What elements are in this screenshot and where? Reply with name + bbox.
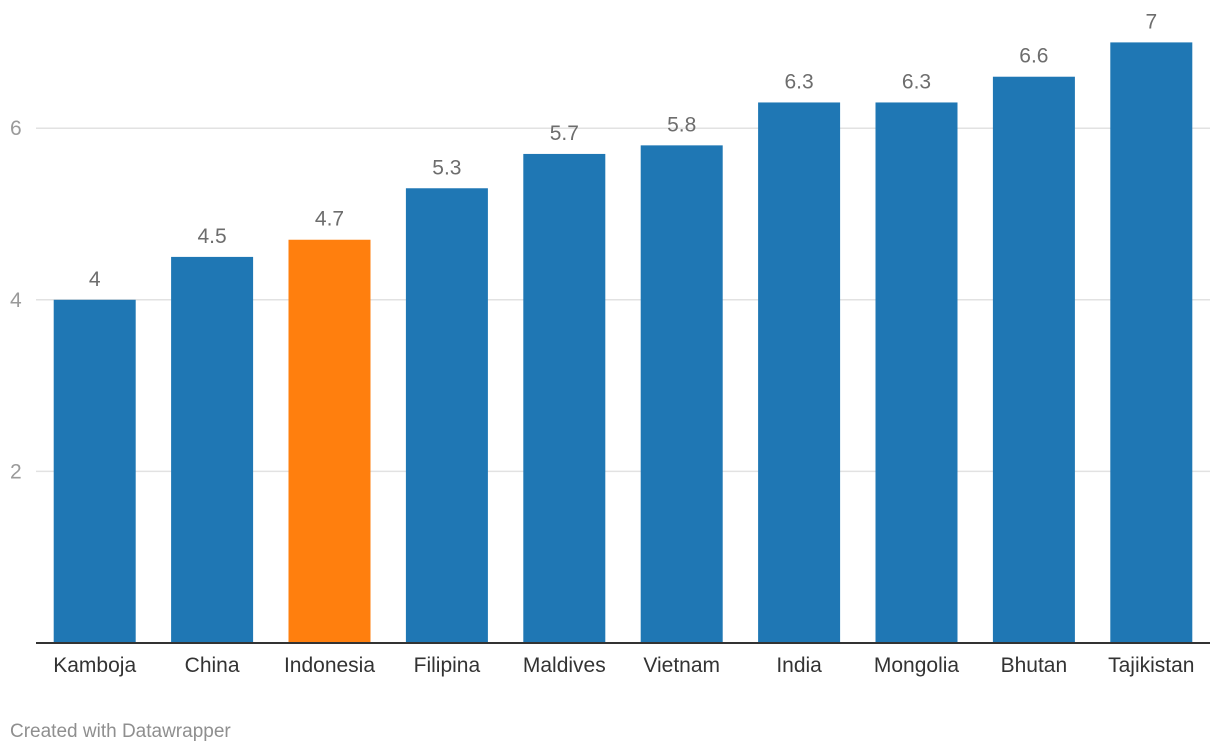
bar [1110, 42, 1193, 643]
bar [875, 102, 958, 643]
data-label: 4.5 [197, 225, 226, 248]
bar [53, 299, 136, 643]
y-tick-label: 2 [10, 460, 22, 483]
data-label: 6.6 [1019, 45, 1048, 68]
bar [288, 239, 371, 644]
bar-chart: 2 4 6 4 Kamboja 4.5 China 4.7 Indonesia 5.3 Filipi… [10, 10, 1210, 677]
data-label: 5.7 [550, 122, 579, 145]
data-label: 7 [1145, 10, 1157, 33]
y-tick-label: 4 [10, 289, 22, 312]
bar [405, 188, 488, 643]
data-label: 4 [89, 268, 101, 291]
category-label: Kamboja [53, 654, 136, 677]
data-label: 5.3 [432, 156, 461, 179]
category-label: Bhutan [1001, 654, 1068, 677]
bar [171, 256, 254, 643]
bar [640, 145, 723, 644]
data-label: 6.3 [902, 70, 931, 93]
bar [992, 76, 1075, 644]
category-label: Tajikistan [1108, 654, 1194, 677]
category-label: China [185, 654, 240, 677]
y-tick-label: 6 [10, 117, 22, 140]
category-label: Filipina [414, 654, 481, 677]
category-label: Vietnam [643, 654, 720, 677]
category-label: India [776, 654, 822, 677]
category-label: Maldives [523, 654, 606, 677]
bar [523, 153, 606, 643]
data-label: 6.3 [784, 70, 813, 93]
credit-text: Created with Datawrapper [10, 721, 231, 742]
data-label: 4.7 [315, 208, 344, 231]
data-label: 5.8 [667, 113, 696, 136]
category-label: Indonesia [284, 654, 375, 677]
bar [758, 102, 841, 643]
category-label: Mongolia [874, 654, 960, 677]
